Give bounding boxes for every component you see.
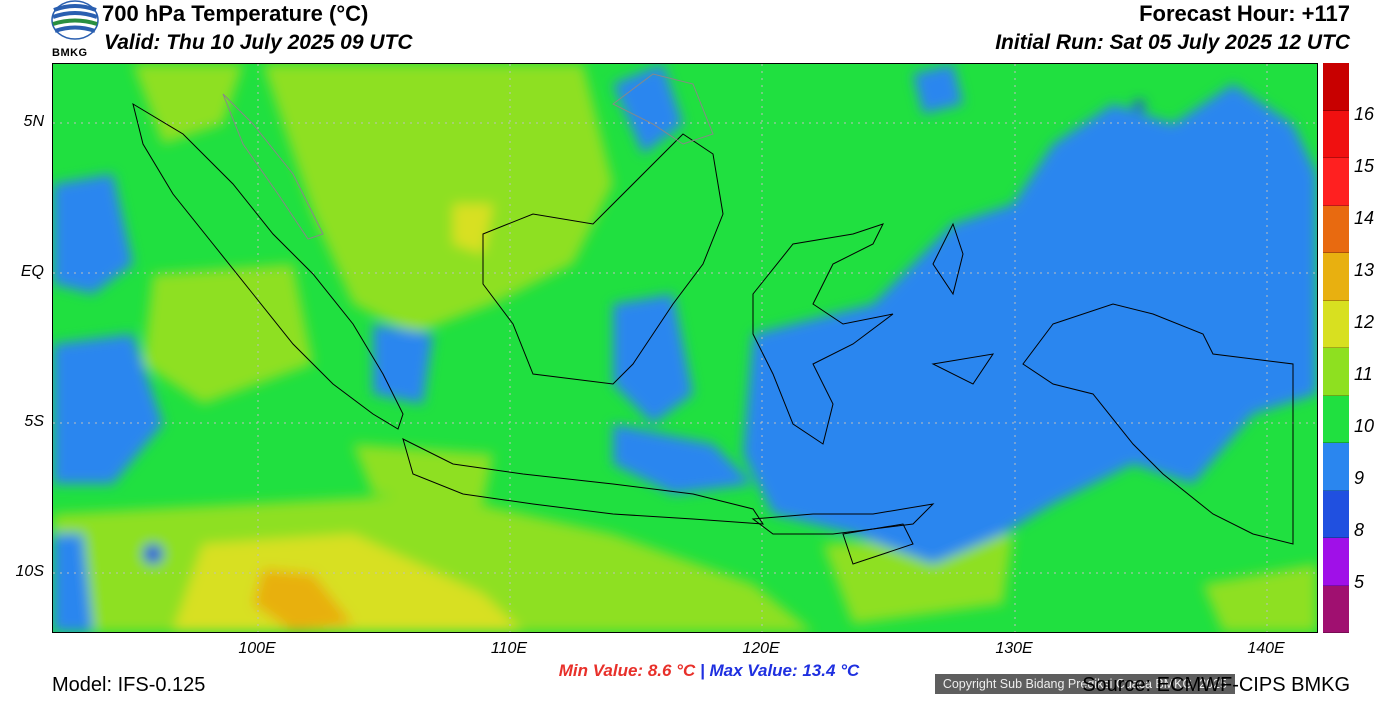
colorbar bbox=[1323, 63, 1349, 633]
colorbar-segment bbox=[1323, 348, 1349, 396]
temperature-field bbox=[53, 64, 1317, 632]
lat-label-10s: 10S bbox=[15, 563, 44, 580]
colorbar-label: 5 bbox=[1354, 572, 1365, 592]
colorbar-label: 14 bbox=[1354, 208, 1375, 228]
min-value: Min Value: 8.6 °C bbox=[558, 661, 696, 680]
initial-run: Initial Run: Sat 05 July 2025 12 UTC bbox=[995, 31, 1350, 54]
map-canvas bbox=[53, 64, 1317, 632]
logo-text: BMKG bbox=[52, 47, 88, 59]
colorbar-segment bbox=[1323, 490, 1349, 538]
lat-label-eq: EQ bbox=[20, 263, 44, 280]
lon-label-120e: 120E bbox=[742, 640, 780, 657]
colorbar-label: 15 bbox=[1354, 156, 1375, 176]
max-value: Max Value: 13.4 °C bbox=[709, 661, 860, 680]
colorbar-segment bbox=[1323, 158, 1349, 206]
gridlines bbox=[53, 64, 1317, 632]
copyright-notice: Copyright Sub Bidang Prediksi Cuaca BMKG… bbox=[934, 674, 1235, 694]
temperature-map[interactable]: Copyright Sub Bidang Prediksi Cuaca BMKG… bbox=[52, 63, 1318, 694]
colorbar-label: 9 bbox=[1354, 468, 1365, 488]
colorbar-segment bbox=[1323, 110, 1349, 158]
lon-label-130e: 130E bbox=[995, 640, 1033, 657]
colorbar-segment bbox=[1323, 585, 1349, 633]
lat-label-5s: 5S bbox=[24, 413, 44, 430]
valid-time: Valid: Thu 10 July 2025 09 UTC bbox=[104, 31, 413, 54]
source-label: Source: ECMWF-CIPS BMKG bbox=[1082, 674, 1350, 696]
colorbar-segment bbox=[1323, 395, 1349, 443]
coastlines bbox=[132, 73, 1294, 565]
colorbar-label: 12 bbox=[1354, 312, 1375, 332]
model-label: Model: IFS-0.125 bbox=[52, 674, 206, 696]
min-max-values: Min Value: 8.6 °C | Max Value: 13.4 °C bbox=[0, 661, 1400, 681]
colorbar-segment bbox=[1323, 443, 1349, 491]
colorbar-label: 13 bbox=[1354, 260, 1375, 280]
colorbar-segment bbox=[1323, 538, 1349, 586]
lat-label-5n: 5N bbox=[23, 113, 44, 130]
lon-label-110e: 110E bbox=[490, 640, 528, 657]
colorbar-segment bbox=[1323, 300, 1349, 348]
lon-label-140e: 140E bbox=[1247, 640, 1285, 657]
colorbar-label: 10 bbox=[1354, 416, 1375, 436]
colorbar-segment bbox=[1323, 63, 1349, 111]
colorbar-label: 8 bbox=[1354, 520, 1365, 540]
colorbar-label: 11 bbox=[1354, 364, 1373, 384]
colorbar-label: 16 bbox=[1354, 104, 1375, 124]
separator: | bbox=[699, 661, 705, 680]
lon-label-100e: 100E bbox=[238, 640, 276, 657]
chart-title: 700 hPa Temperature (°C) bbox=[102, 1, 369, 26]
bmkg-logo bbox=[50, 0, 100, 60]
colorbar-segment bbox=[1323, 205, 1349, 253]
colorbar-segment bbox=[1323, 253, 1349, 301]
forecast-hour: Forecast Hour: +117 bbox=[1139, 1, 1350, 26]
